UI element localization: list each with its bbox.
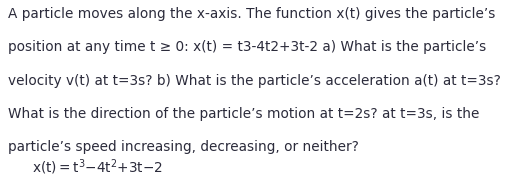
Text: $\mathregular{x(t) = t^3\mathregular{-}4t^2\mathregular{+}3t\mathregular{-}2}$: $\mathregular{x(t) = t^3\mathregular{-}4… (32, 157, 163, 177)
Text: A particle moves along the x-axis. The function x(t) gives the particle’s: A particle moves along the x-axis. The f… (8, 7, 495, 20)
Text: position at any time t ≥ 0: x(t) = t3-4t2+3t-2 a) What is the particle’s: position at any time t ≥ 0: x(t) = t3-4t… (8, 40, 486, 54)
Text: velocity v(t) at t=3s? b) What is the particle’s acceleration a(t) at t=3s?: velocity v(t) at t=3s? b) What is the pa… (8, 74, 501, 87)
Text: particle’s speed increasing, decreasing, or neither?: particle’s speed increasing, decreasing,… (8, 140, 359, 154)
Text: What is the direction of the particle’s motion at t=2s? at t=3s, is the: What is the direction of the particle’s … (8, 107, 479, 121)
